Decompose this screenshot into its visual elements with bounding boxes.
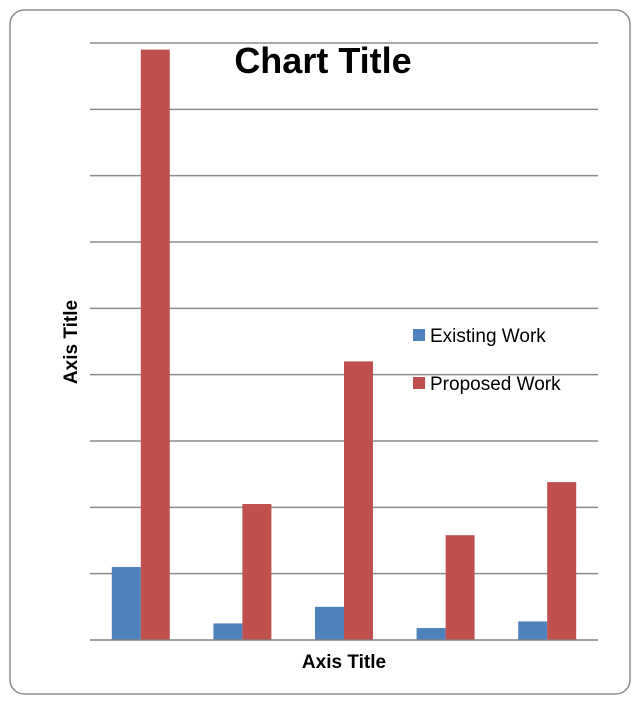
bar-proposed-work-2: [242, 504, 272, 640]
bar-existing-work-1: [111, 567, 141, 640]
bar-existing-work-3: [315, 606, 344, 640]
legend-swatch-proposed-work: [413, 377, 425, 389]
bar-proposed-work-4: [445, 535, 475, 640]
gridlines: [90, 42, 598, 575]
bar-proposed-work-5: [547, 482, 577, 640]
legend-label-existing-work: Existing Work: [430, 326, 546, 347]
legend-swatch-existing-work: [413, 329, 425, 341]
x-axis-title: Axis Title: [302, 652, 386, 673]
bar-existing-work-5: [518, 621, 548, 640]
bar-existing-work-2: [213, 623, 243, 640]
chart-title: Chart Title: [234, 40, 411, 81]
legend: Existing Work Proposed Work: [413, 326, 561, 395]
y-axis-title: Axis Title: [61, 300, 82, 384]
bars: [111, 49, 577, 640]
legend-label-proposed-work: Proposed Work: [430, 374, 561, 395]
bar-proposed-work-3: [344, 361, 373, 640]
bar-proposed-work-1: [140, 49, 170, 640]
chart-border: [9, 9, 631, 695]
bar-existing-work-4: [416, 628, 446, 640]
